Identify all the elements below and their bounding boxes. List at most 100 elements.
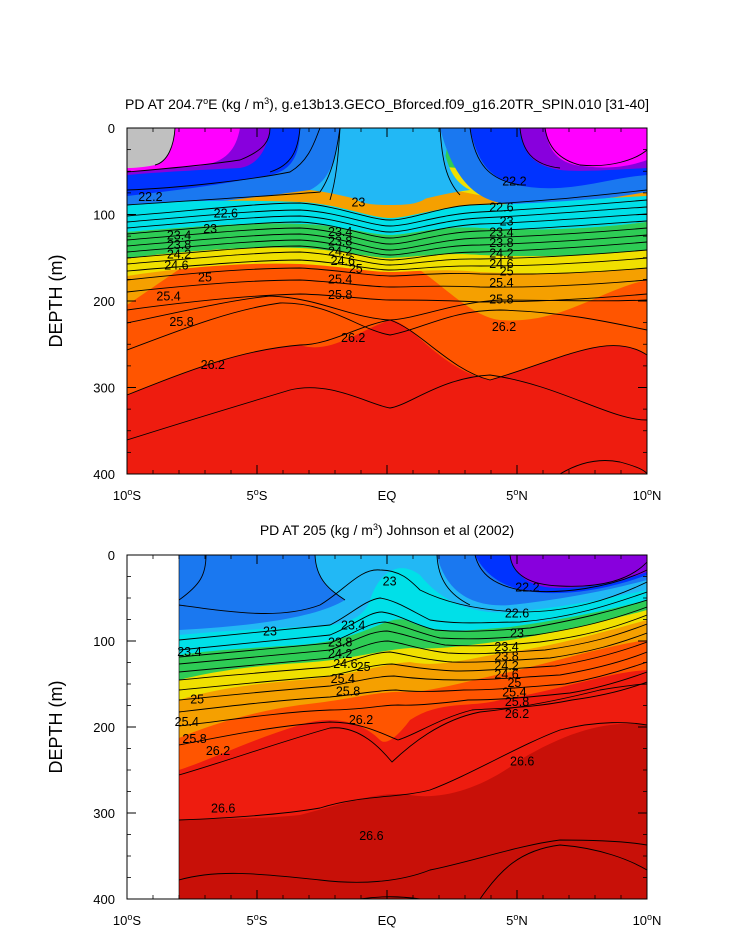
top-contour-label: 26.2 (492, 320, 516, 334)
top-contour-label: 25.8 (328, 288, 352, 302)
bottom-contour-label: 26.2 (349, 713, 373, 727)
bottom-x-tick-label: 5oS (247, 912, 268, 928)
bottom-contour-label: 25 (190, 692, 204, 706)
top-x-tick-label: EQ (378, 488, 397, 503)
bottom-y-tick-label: 300 (93, 806, 115, 821)
bottom-contour-label: 23 (263, 625, 277, 639)
top-x-tick-label: 10oN (633, 487, 662, 503)
bottom-contour-label: 23.4 (341, 619, 365, 633)
top-contour-label: 26.2 (341, 331, 365, 345)
top-contour-label: 23.8 (328, 234, 352, 248)
bottom-contour-label: 25.8 (336, 685, 360, 699)
bottom-contour-label: 23.8 (328, 636, 352, 650)
top-y-axis-label: DEPTH (m) (46, 255, 66, 348)
bottom-contour-labels: 2323.42525.425.826.226.62323.423.824.224… (175, 575, 540, 844)
bottom-contour-label: 25.4 (502, 686, 526, 700)
bottom-y-tick-label: 200 (93, 720, 115, 735)
top-contour-label: 25.4 (328, 272, 352, 286)
bottom-contour-label: 25.4 (175, 715, 199, 729)
top-contour-labels: 22.222.62323.423.824.224.62525.425.826.2… (138, 175, 526, 372)
top-contour-label: 24.2 (167, 247, 191, 261)
bottom-contour-label: 26.6 (359, 829, 383, 843)
top-x-tick-label: 10oS (113, 487, 141, 503)
bottom-contour-label: 26.6 (211, 802, 235, 816)
top-y-tick-label: 100 (93, 208, 115, 223)
top-contour-label: 22.2 (138, 190, 162, 204)
top-y-tick-label: 400 (93, 467, 115, 482)
top-contour-label: 24.2 (489, 246, 513, 260)
band-sky-left (127, 110, 360, 128)
top-contour-label: 24.6 (331, 254, 355, 268)
band-sky (127, 110, 647, 128)
top-contour-fills (127, 110, 647, 474)
bottom-contour-label: 25.8 (182, 732, 206, 746)
top-x-tick-label: 5oS (247, 487, 268, 503)
top-contour-label: 26.2 (201, 358, 225, 372)
bottom-contour-label: 26.6 (510, 754, 534, 768)
top-contour-label: 22.6 (489, 201, 513, 215)
bottom-contour-label: 22.6 (505, 606, 529, 620)
top-contour-label: 25 (500, 265, 514, 279)
top-contour-label: 25 (349, 262, 363, 276)
top-chart-title: PD AT 204.7oE (kg / m3), g.e13b13.GECO_B… (125, 96, 649, 112)
top-contour-label: 23 (203, 222, 217, 236)
bottom-y-axis: 0 100 200 300 400 (93, 548, 647, 907)
bottom-x-tick-label: 5oN (506, 912, 528, 928)
top-contour-label: 23.4 (489, 226, 513, 240)
top-contour-label: 24.2 (328, 245, 352, 259)
bottom-contour-label: 23.4 (494, 640, 518, 654)
top-contour-label: 23.8 (167, 238, 191, 252)
bottom-y-axis-label: DEPTH (m) (46, 681, 66, 774)
band-green-layer (127, 222, 647, 258)
band-missing (127, 128, 175, 168)
top-contour-lines (127, 128, 647, 474)
top-contour-label: 24.6 (489, 257, 513, 271)
bottom-contour-label: 26.2 (505, 707, 529, 721)
bottom-contour-label: 24.2 (328, 647, 352, 661)
bottom-contour-fills (179, 555, 647, 899)
top-contour-label: 23 (500, 214, 514, 228)
bottom-contour-label: 25 (507, 676, 521, 690)
bottom-chart-title: PD AT 205 (kg / m3) Johnson et al (2002) (260, 522, 514, 538)
bottom-contour-label: 23.4 (177, 645, 201, 659)
bottom-contour-label: 24.2 (494, 659, 518, 673)
top-contour-label: 24.6 (164, 259, 188, 273)
top-y-tick-label: 300 (93, 381, 115, 396)
top-y-tick-label: 0 (108, 121, 115, 136)
band-azure (179, 555, 345, 630)
top-contour-label: 22.6 (214, 207, 238, 221)
top-x-axis: 10oS 5oS EQ 5oN 10oN (113, 128, 662, 503)
top-contour-label: 23.4 (167, 228, 191, 242)
bottom-contour-label: 25.4 (331, 672, 355, 686)
top-y-axis: 0 100 200 300 400 (93, 121, 647, 482)
band-cyan-layer (127, 196, 647, 235)
bottom-contour-label: 24.6 (333, 657, 357, 671)
band-magenta-east (545, 128, 647, 168)
band-sky-eq (310, 128, 470, 205)
top-contour-label: 25.4 (489, 276, 513, 290)
bottom-y-tick-label: 400 (93, 892, 115, 907)
band-yellow-layer (127, 247, 647, 276)
bottom-x-tick-label: EQ (378, 913, 397, 928)
bottom-x-axis: 10oS 5oS EQ 5oN 10oN (113, 555, 661, 928)
band-purple (510, 555, 647, 588)
top-contour-label: 23.8 (489, 236, 513, 250)
top-contour-label: 23 (351, 195, 365, 209)
bottom-contour-label: 23.8 (494, 649, 518, 663)
top-contour-label: 22.2 (502, 175, 526, 189)
bottom-contour-label: 23 (383, 575, 397, 589)
bottom-contour-lines (179, 555, 647, 899)
bottom-y-tick-label: 0 (108, 548, 115, 563)
bottom-contour-label: 24.6 (494, 668, 518, 682)
top-y-tick-label: 200 (93, 294, 115, 309)
bottom-contour-label: 25 (357, 660, 371, 674)
bottom-y-tick-label: 100 (93, 634, 115, 649)
bottom-contour-label: 23 (510, 626, 524, 640)
band-azure-top (179, 555, 206, 590)
top-contour-label: 25.8 (489, 292, 513, 306)
bottom-contour-label: 26.2 (206, 744, 230, 758)
top-contour-label: 25.8 (169, 315, 193, 329)
bottom-contour-label: 22.2 (515, 581, 539, 595)
top-contour-label: 23.4 (328, 225, 352, 239)
